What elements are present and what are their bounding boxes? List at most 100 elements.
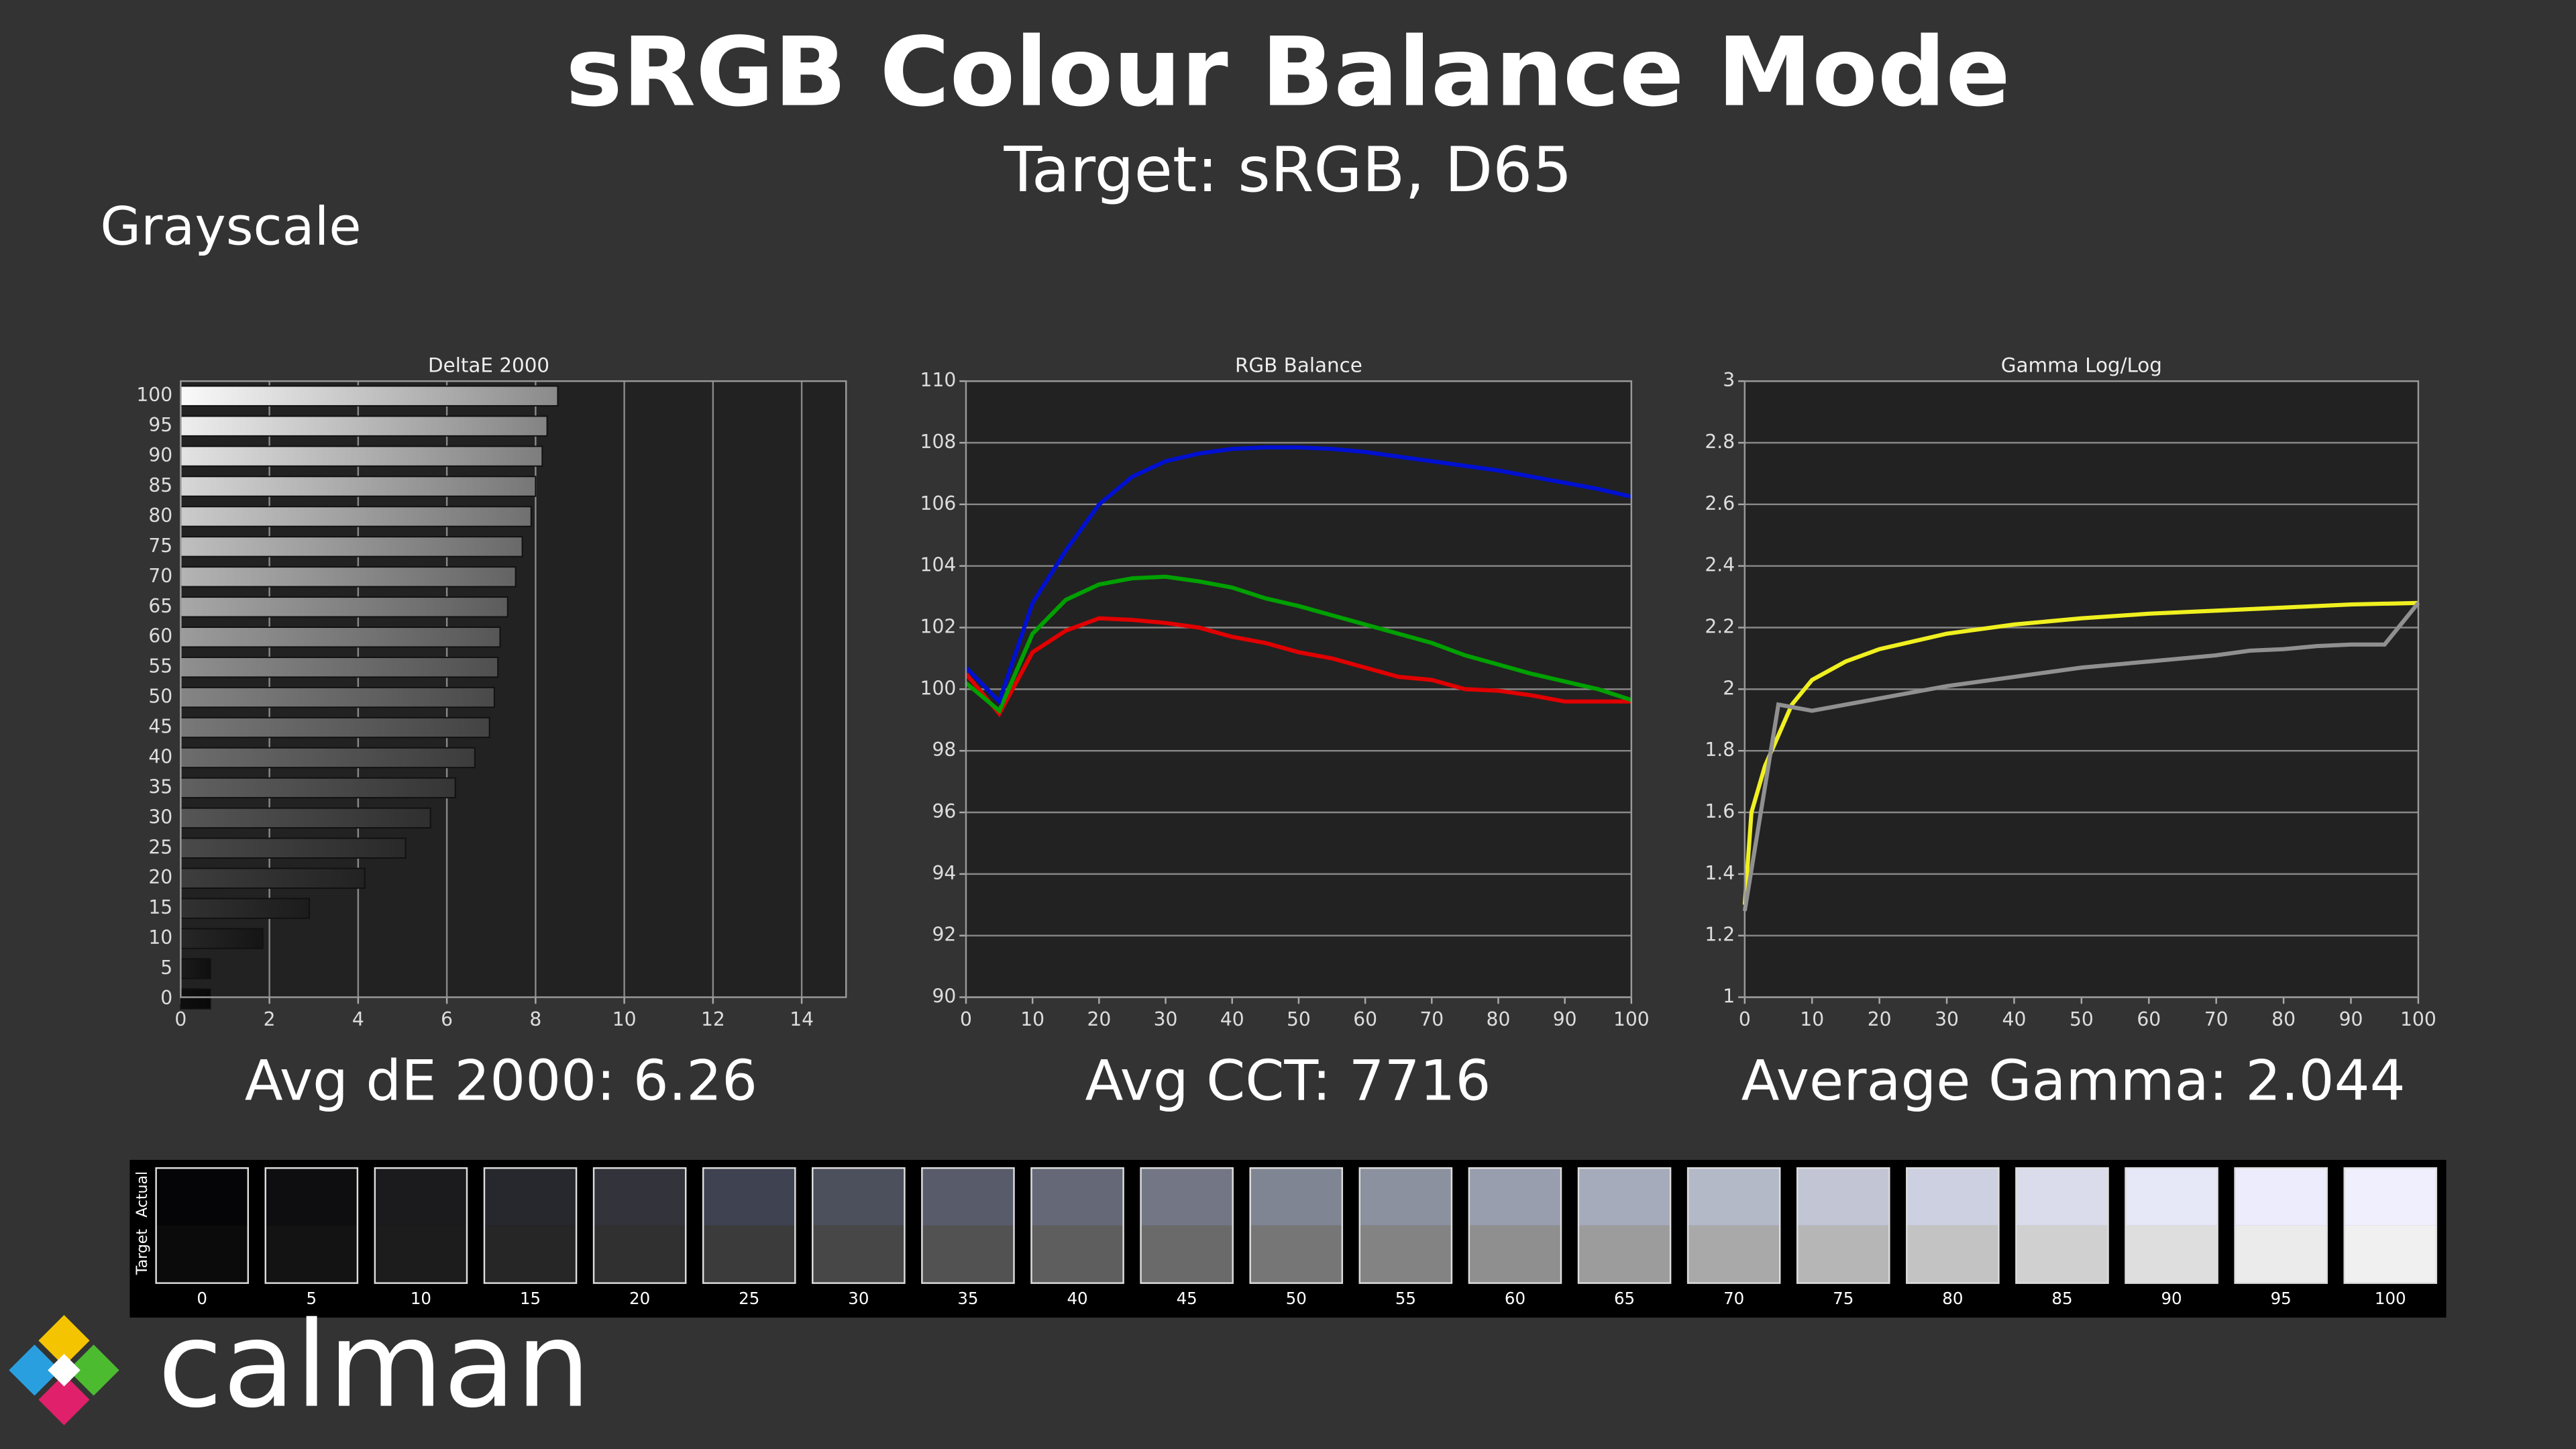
x-tick-label: 40	[2002, 1008, 2027, 1030]
swatch-actual	[1359, 1168, 1452, 1226]
x-tick-label: 80	[2271, 1008, 2296, 1030]
y-tick-label: 25	[148, 836, 172, 858]
bar	[180, 898, 311, 919]
swatch-target	[1468, 1225, 1562, 1283]
swatch-row-label: Actual	[134, 1171, 151, 1218]
y-tick-label: 95	[148, 414, 172, 436]
swatch-actual	[374, 1168, 467, 1226]
swatch-actual	[1797, 1168, 1890, 1226]
series-line	[964, 616, 1631, 718]
y-tick-label: 102	[920, 616, 957, 638]
y-tick-label: 35	[148, 775, 172, 798]
swatch-target	[1031, 1225, 1124, 1283]
swatch-label: 90	[2161, 1289, 2182, 1308]
bar	[180, 566, 517, 588]
bar	[180, 445, 543, 467]
swatch-label: 15	[520, 1289, 541, 1308]
swatch-actual	[484, 1168, 577, 1226]
swatch-border	[1686, 1167, 1781, 1284]
swatch-actual	[2344, 1168, 2436, 1226]
swatch-border	[1249, 1167, 1344, 1284]
bar	[180, 686, 495, 708]
x-tick-label: 8	[529, 1008, 541, 1030]
x-tick-label: 0	[1739, 1008, 1751, 1030]
y-tick-label: 5	[160, 957, 172, 979]
swatch-target	[1250, 1225, 1342, 1283]
swatch-label: 50	[1286, 1289, 1307, 1308]
swatch-border	[1906, 1167, 2000, 1284]
x-tick-label: 4	[352, 1008, 364, 1030]
x-tick-label: 50	[2070, 1008, 2094, 1030]
swatch-label: 20	[629, 1289, 650, 1308]
y-tick-label: 1.4	[1705, 862, 1735, 884]
swatch-border	[1577, 1167, 1672, 1284]
swatch-actual	[922, 1168, 1014, 1226]
swatch-target	[922, 1225, 1014, 1283]
swatch-actual	[1140, 1168, 1233, 1226]
swatch-label: 60	[1505, 1289, 1525, 1308]
swatch-actual	[1031, 1168, 1124, 1226]
bar	[180, 506, 532, 527]
y-tick-label: 2.6	[1705, 492, 1735, 515]
x-tick-label: 30	[1935, 1008, 1959, 1030]
swatch-border	[2343, 1167, 2438, 1284]
y-tick-label: 3	[1723, 369, 1735, 391]
swatch-target	[2125, 1225, 2218, 1283]
bar	[180, 476, 537, 497]
bar	[180, 716, 490, 739]
x-tick-label: 90	[2339, 1008, 2363, 1030]
x-tick-label: 60	[2137, 1008, 2161, 1030]
plot-border	[1743, 380, 2420, 998]
y-tick-label: 94	[932, 862, 956, 884]
swatch-target	[812, 1225, 905, 1283]
y-tick-label: 90	[148, 444, 172, 466]
swatch-actual	[812, 1168, 905, 1226]
y-tick-label: 50	[148, 686, 172, 708]
y-tick-label: 20	[148, 866, 172, 888]
x-tick-label: 60	[1353, 1008, 1377, 1030]
bar	[180, 415, 548, 437]
y-tick-label: 15	[148, 896, 172, 918]
summary: Avg dE 2000: 6.26	[245, 1048, 757, 1113]
series-line	[964, 445, 1632, 706]
y-tick-label: 55	[148, 655, 172, 678]
summary: Average Gamma: 2.044	[1741, 1048, 2406, 1113]
y-tick-label: 75	[148, 535, 172, 557]
swatch-target	[374, 1225, 467, 1283]
chart-title: Gamma Log/Log	[2001, 354, 2162, 377]
y-tick-label: 45	[148, 716, 172, 738]
y-tick-label: 100	[920, 677, 957, 699]
section-title: Grayscale	[100, 196, 361, 257]
y-tick-label: 40	[148, 745, 172, 767]
x-tick-label: 12	[701, 1008, 725, 1030]
swatch-actual	[703, 1168, 796, 1226]
swatch-border	[702, 1167, 796, 1284]
swatch-target	[1359, 1225, 1452, 1283]
swatch-label: 80	[1942, 1289, 1963, 1308]
x-tick-label: 90	[1553, 1008, 1577, 1030]
swatch-border	[374, 1167, 468, 1284]
bar	[180, 656, 499, 678]
swatch-actual	[1578, 1168, 1671, 1226]
y-tick-label: 1.6	[1705, 800, 1735, 822]
bar	[180, 536, 523, 557]
plot-border	[965, 380, 1633, 998]
chart-title: DeltaE 2000	[428, 354, 549, 377]
swatch-border	[2015, 1167, 2109, 1284]
swatch-actual	[1907, 1168, 1999, 1226]
logo-text: calman	[158, 1296, 591, 1434]
bar	[180, 747, 476, 769]
swatch-label: 35	[957, 1289, 978, 1308]
swatch-target	[703, 1225, 796, 1283]
y-tick-label: 92	[932, 924, 956, 946]
swatch-border	[1796, 1167, 1890, 1284]
y-tick-label: 100	[136, 384, 172, 406]
swatch-border	[1030, 1167, 1124, 1284]
x-tick-label: 10	[1800, 1008, 1824, 1030]
swatch-border	[592, 1167, 687, 1284]
x-tick-label: 100	[2400, 1008, 2436, 1030]
swatch-actual	[156, 1168, 248, 1226]
swatch-target	[265, 1225, 358, 1283]
swatch-label: 30	[848, 1289, 869, 1308]
y-tick-label: 30	[148, 806, 172, 828]
